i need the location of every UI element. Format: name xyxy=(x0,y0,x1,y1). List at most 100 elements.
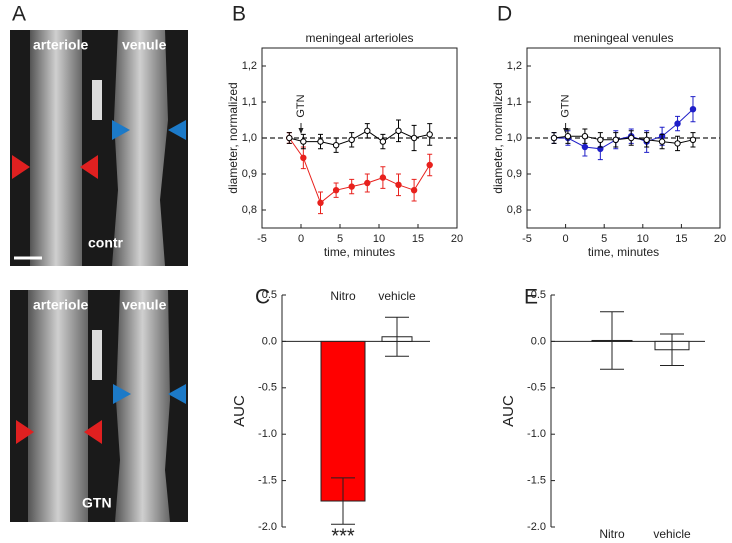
y-tick-label: 0.0 xyxy=(531,335,546,347)
arteriole-shape xyxy=(28,290,88,522)
y-tick-label: 1,1 xyxy=(507,96,522,108)
data-point xyxy=(317,199,324,207)
data-point xyxy=(332,187,340,194)
annotation: GTN xyxy=(560,94,572,117)
significance: *** xyxy=(331,525,355,543)
data-point xyxy=(550,134,558,142)
x-tick-label: 15 xyxy=(412,233,424,245)
condition-label: GTN xyxy=(82,495,112,511)
data-point xyxy=(689,106,697,113)
data-point xyxy=(612,136,619,144)
y-tick-label: 0,8 xyxy=(242,204,257,216)
error-bar xyxy=(660,333,684,367)
data-point xyxy=(395,127,402,135)
data-point xyxy=(658,138,666,145)
y-tick-label: 1,0 xyxy=(242,132,257,144)
cell xyxy=(92,330,102,380)
category-label: Nitro xyxy=(330,289,356,303)
marker xyxy=(112,120,130,140)
y-tick-label: -1.5 xyxy=(527,475,546,487)
data-point xyxy=(597,136,604,144)
data-point xyxy=(410,134,418,142)
chart-title: meningeal venules xyxy=(573,31,673,45)
data-point xyxy=(628,134,635,142)
data-point xyxy=(379,138,387,145)
data-point xyxy=(581,143,589,151)
condition-label: contr xyxy=(88,235,124,251)
y-tick-label: 0,9 xyxy=(242,168,257,180)
data-point xyxy=(364,127,371,135)
y-axis-title: diameter, normalized xyxy=(491,82,505,193)
error-bar xyxy=(385,316,409,357)
arteriole-shape xyxy=(30,30,82,266)
y-tick-label: 0,9 xyxy=(507,168,522,180)
data-point xyxy=(364,179,371,187)
marker xyxy=(113,384,131,404)
data-point xyxy=(348,183,355,190)
data-point xyxy=(689,136,697,144)
image-top: arteriole venule contr xyxy=(10,30,188,266)
series-line xyxy=(553,135,694,144)
venule-shape xyxy=(115,290,170,522)
series-line xyxy=(289,130,430,146)
x-tick-label: 10 xyxy=(373,233,385,245)
panel-letter: A xyxy=(12,3,26,26)
data-point xyxy=(395,181,402,189)
data-point xyxy=(643,136,650,144)
data-point xyxy=(317,138,324,145)
marker xyxy=(168,384,186,404)
data-point xyxy=(379,174,387,181)
data-point xyxy=(300,138,307,145)
panel-letter: E xyxy=(524,286,538,309)
data-point xyxy=(581,133,589,140)
y-tick-label: -0.5 xyxy=(527,382,546,394)
data-point xyxy=(426,161,433,169)
y-tick-label: -2.0 xyxy=(527,521,546,533)
y-tick-label: 0,8 xyxy=(507,204,522,216)
error-bar xyxy=(600,311,624,370)
y-tick-label: 1,0 xyxy=(507,132,522,144)
y-axis-title: AUC xyxy=(231,395,248,427)
marker xyxy=(16,420,34,444)
marker xyxy=(80,155,98,179)
data-point xyxy=(564,133,572,140)
category-label: vehicle xyxy=(653,527,691,541)
cell xyxy=(92,80,102,120)
y-tick-label: -0.5 xyxy=(258,382,277,394)
x-tick-label: 10 xyxy=(637,233,649,245)
data-point xyxy=(426,131,433,138)
x-tick-label: 20 xyxy=(714,233,726,245)
y-tick-label: 1,2 xyxy=(507,60,522,72)
y-tick-label: -1.5 xyxy=(258,475,277,487)
panel-letter: B xyxy=(232,3,246,26)
marker xyxy=(84,420,102,444)
vessel-label: venule xyxy=(122,297,167,313)
x-axis-title: time, minutes xyxy=(588,245,659,259)
panel-letter: D xyxy=(497,3,512,26)
vessel-label: venule xyxy=(122,37,167,53)
image-bottom: arteriole venule GTN xyxy=(10,290,188,522)
panel-letter: C xyxy=(255,286,270,309)
venule-shape xyxy=(112,30,168,266)
y-tick-label: 1,2 xyxy=(242,60,257,72)
error-bar xyxy=(331,477,355,525)
data-point xyxy=(286,134,293,142)
category-label: vehicle xyxy=(378,289,416,303)
vessel-label: arteriole xyxy=(33,37,88,53)
x-tick-label: 0 xyxy=(563,233,569,245)
y-tick-label: 1,1 xyxy=(242,96,257,108)
x-axis-title: time, minutes xyxy=(324,245,395,259)
x-tick-label: -5 xyxy=(522,233,532,245)
y-tick-label: 0.0 xyxy=(262,335,277,347)
data-point xyxy=(348,136,355,144)
marker xyxy=(12,155,30,179)
x-tick-label: 15 xyxy=(675,233,687,245)
y-tick-label: 0.5 xyxy=(262,289,277,301)
category-label: Nitro xyxy=(599,527,625,541)
y-tick-label: -1.0 xyxy=(527,428,546,440)
x-tick-label: 5 xyxy=(337,233,343,245)
data-point xyxy=(674,120,681,127)
series-line xyxy=(554,108,694,150)
series-line xyxy=(288,137,431,204)
data-point xyxy=(674,140,681,147)
